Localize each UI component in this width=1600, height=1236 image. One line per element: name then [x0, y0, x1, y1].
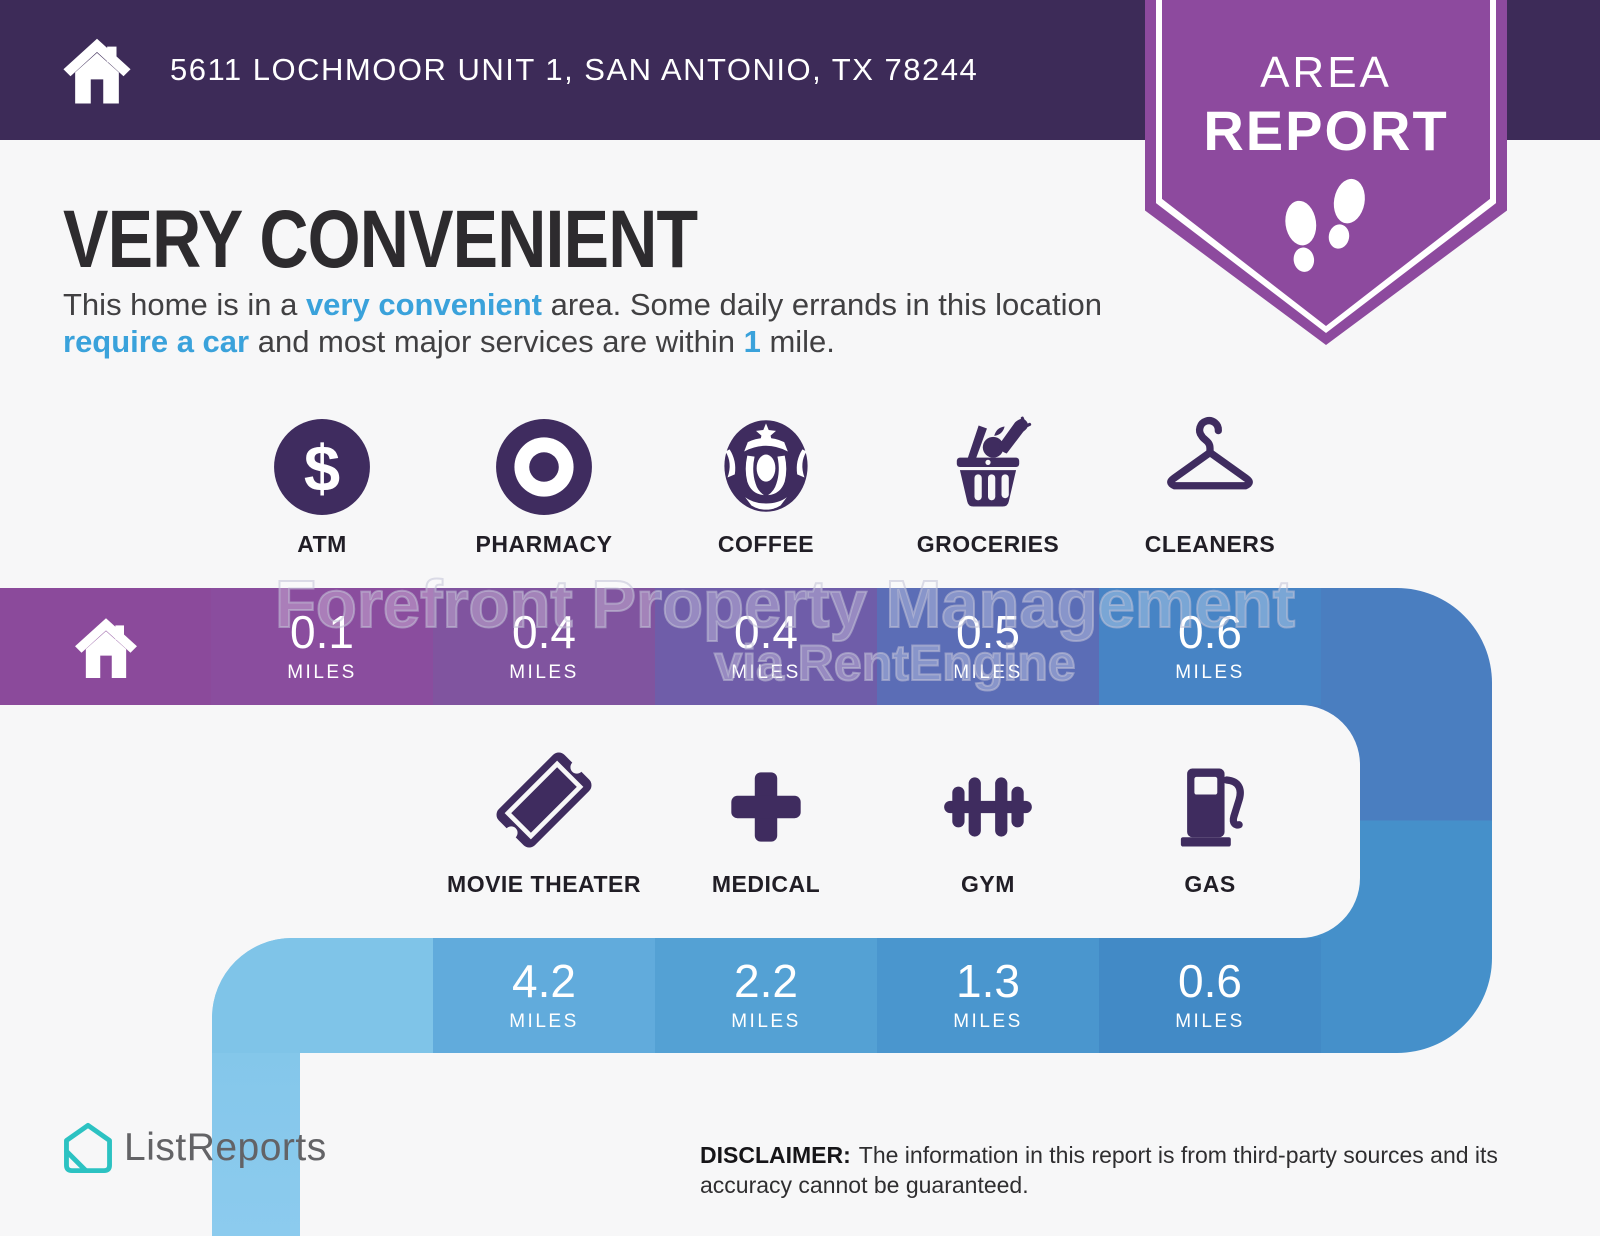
amenity-medical: MEDICAL: [636, 748, 896, 898]
distance-cell-medical: 2.2 MILES: [655, 938, 877, 1053]
amenity-label: COFFEE: [717, 531, 815, 557]
listreports-brand: ListReports: [124, 1126, 327, 1169]
distance-unit: MILES: [509, 1011, 579, 1032]
distance-value: 1.3: [956, 955, 1020, 1007]
distance-unit: MILES: [1175, 662, 1245, 683]
description-highlight: 1: [743, 324, 761, 359]
description-text: mile.: [760, 324, 835, 359]
description-text: and most major services are within: [249, 324, 744, 359]
area-report-badge: AREA REPORT: [1145, 0, 1507, 345]
listreports-logo-icon: [60, 1120, 116, 1181]
route-inner-gap: [0, 705, 1360, 938]
amenity-label: GROCERIES: [916, 531, 1060, 557]
distance-value: 0.6: [1178, 606, 1242, 658]
distance-value: 0.4: [512, 606, 576, 658]
description-text: area. Some daily errands in this locatio…: [541, 287, 1102, 322]
distance-cell-groceries: 0.5 MILES: [877, 588, 1099, 705]
distance-unit: MILES: [731, 662, 801, 683]
distance-unit: MILES: [731, 1011, 801, 1032]
distance-cell-pharmacy: 0.4 MILES: [433, 588, 655, 705]
route-left-turn: [212, 938, 433, 1053]
amenity-atm: $ ATM: [192, 408, 452, 558]
amenity-label: MOVIE THEATER: [447, 871, 641, 897]
distance-value: 2.2: [734, 955, 798, 1007]
distance-value: 4.2: [512, 955, 576, 1007]
badge-title-line1: AREA: [1260, 48, 1392, 97]
amenity-label: ATM: [297, 531, 347, 557]
gym-icon: [927, 756, 1049, 858]
medical-icon: [715, 756, 817, 858]
disclaimer-text: The information in this report is from t…: [700, 1142, 1498, 1198]
coffee-icon: [714, 414, 818, 518]
amenity-gas: GAS: [1080, 748, 1340, 898]
gas-icon: [1158, 754, 1262, 858]
amenity-coffee: COFFEE: [636, 408, 896, 558]
amenity-pharmacy: PHARMACY: [414, 408, 674, 558]
distance-value: 0.4: [734, 606, 798, 658]
property-address: 5611 LOCHMOOR UNIT 1, SAN ANTONIO, TX 78…: [170, 52, 979, 87]
cleaners-icon: [1154, 414, 1266, 518]
distance-cell-coffee: 0.4 MILES: [655, 588, 877, 705]
movie-theater-icon: [486, 742, 602, 858]
route-home-cell: [0, 588, 211, 705]
distance-cell-gas: 0.6 MILES: [1099, 938, 1321, 1053]
distance-unit: MILES: [509, 662, 579, 683]
pharmacy-icon: [493, 416, 595, 518]
badge-title-line2: REPORT: [1203, 99, 1449, 162]
atm-icon: $: [271, 416, 373, 518]
home-icon: [74, 617, 137, 678]
amenity-groceries: GROCERIES: [858, 408, 1118, 558]
amenity-label: GYM: [961, 871, 1015, 897]
distance-cell-atm: 0.1 MILES: [211, 588, 433, 705]
amenity-label: CLEANERS: [1144, 531, 1276, 557]
route-inner-corner: [300, 1053, 346, 1099]
distance-unit: MILES: [1175, 1011, 1245, 1032]
distance-cell-movie-theater: 4.2 MILES: [433, 938, 655, 1053]
amenity-movie-theater: MOVIE THEATER: [414, 748, 674, 898]
disclaimer: DISCLAIMER: The information in this repor…: [700, 1140, 1530, 1200]
amenity-gym: GYM: [858, 748, 1118, 898]
distance-value: 0.1: [290, 606, 354, 658]
walkability-title: VERY CONVENIENT: [63, 194, 698, 285]
description-highlight: very convenient: [305, 287, 542, 322]
distance-unit: MILES: [287, 662, 357, 683]
groceries-icon: [936, 414, 1040, 518]
distance-cell-gym: 1.3 MILES: [877, 938, 1099, 1053]
home-icon: [58, 31, 136, 109]
distance-value: 0.5: [956, 606, 1020, 658]
footprints-icon: [1145, 172, 1507, 284]
amenity-label: MEDICAL: [711, 871, 821, 897]
distance-unit: MILES: [953, 1011, 1023, 1032]
amenity-cleaners: CLEANERS: [1080, 408, 1340, 558]
distance-value: 0.6: [1178, 955, 1242, 1007]
svg-text:$: $: [304, 431, 340, 504]
amenity-label: PHARMACY: [475, 531, 613, 557]
walkability-description: This home is in a very convenient area. …: [63, 286, 1108, 360]
description-text: This home is in a: [63, 287, 306, 322]
description-highlight: require a car: [63, 324, 250, 359]
distance-unit: MILES: [953, 662, 1023, 683]
distance-cell-cleaners: 0.6 MILES: [1099, 588, 1321, 705]
disclaimer-label: DISCLAIMER:: [700, 1142, 851, 1168]
amenity-label: GAS: [1184, 871, 1236, 897]
